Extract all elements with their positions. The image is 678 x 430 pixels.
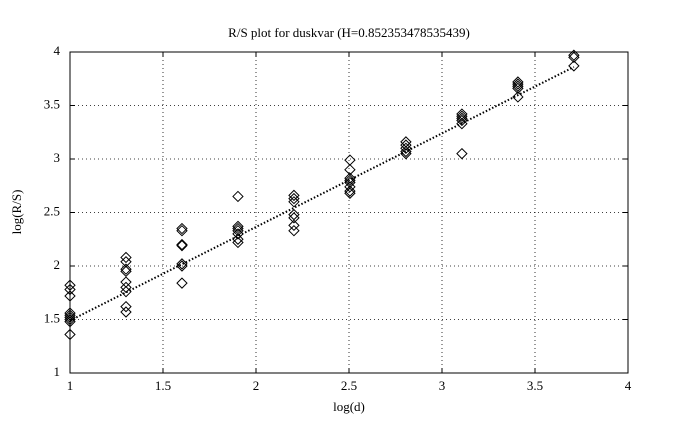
- diamond-marker: [64, 290, 76, 302]
- diamond-marker: [512, 78, 524, 90]
- diamond-marker: [400, 139, 412, 151]
- diamond-marker: [344, 181, 356, 193]
- plot-frame: [69, 51, 629, 374]
- diamond-marker: [120, 306, 132, 318]
- diamond-marker: [120, 281, 132, 294]
- diamond-marker: [512, 91, 524, 103]
- y-tick-label: 1: [54, 364, 61, 379]
- diamond-marker: [288, 189, 300, 202]
- diamond-marker: [288, 192, 300, 205]
- diamond-marker: [512, 76, 524, 88]
- y-tick-label: 3: [54, 150, 61, 165]
- diamond-marker: [456, 114, 468, 127]
- y-axis-label: log(R/S): [9, 190, 24, 235]
- diamond-marker: [232, 220, 244, 233]
- x-tick-label: 3: [439, 378, 446, 393]
- diamond-marker: [568, 51, 580, 64]
- y-tick-label: 2: [54, 257, 61, 272]
- diamond-marker: [344, 185, 356, 197]
- y-tick-label: 3.5: [44, 96, 60, 111]
- diamond-marker: [344, 172, 356, 184]
- y-tick-label: 2.5: [44, 203, 60, 218]
- diamond-marker: [64, 328, 76, 341]
- diamond-marker: [176, 224, 188, 237]
- y-tick-label: 1.5: [44, 310, 60, 325]
- chart-title: R/S plot for duskvar (H=0.85235347853543…: [228, 25, 470, 40]
- diamond-marker: [232, 224, 244, 237]
- diamond-marker: [232, 233, 244, 245]
- diamond-marker: [176, 258, 188, 270]
- diamond-marker: [288, 212, 300, 224]
- x-tick-label: 3.5: [527, 378, 543, 393]
- diamond-marker: [456, 147, 468, 160]
- diamond-marker: [176, 239, 188, 252]
- diamond-marker: [232, 190, 244, 203]
- diamond-marker: [64, 311, 76, 324]
- diamond-marker: [232, 236, 244, 249]
- diamond-marker: [120, 251, 132, 264]
- diamond-marker: [120, 263, 132, 275]
- fit-line: [69, 66, 575, 322]
- diamond-marker: [288, 219, 300, 232]
- diamond-marker: [288, 196, 300, 208]
- x-tick-label: 2.5: [341, 378, 357, 393]
- diamond-marker: [64, 283, 76, 296]
- diamond-marker: [344, 187, 356, 199]
- diamond-marker: [400, 147, 412, 160]
- diamond-marker: [512, 82, 524, 95]
- x-tick-label: 1: [67, 378, 74, 393]
- x-tick-label: 1.5: [155, 378, 171, 393]
- diamond-marker: [64, 315, 76, 328]
- diamond-marker: [176, 222, 188, 235]
- diamond-marker: [400, 142, 412, 155]
- x-tick-label: 2: [253, 378, 260, 393]
- diamond-marker: [176, 277, 188, 289]
- diamond-marker: [568, 60, 580, 72]
- diamond-marker: [64, 307, 76, 319]
- diamond-marker: [456, 110, 468, 122]
- diamond-marker: [400, 145, 412, 158]
- diamond-marker: [176, 238, 188, 251]
- diamond-marker: [176, 260, 188, 272]
- diamond-marker: [120, 300, 132, 313]
- x-axis-label: log(d): [333, 399, 365, 414]
- diamond-marker: [288, 224, 300, 237]
- y-tick-label: 4: [54, 43, 61, 58]
- x-tick-label: 4: [625, 378, 632, 393]
- diamond-marker: [232, 228, 244, 240]
